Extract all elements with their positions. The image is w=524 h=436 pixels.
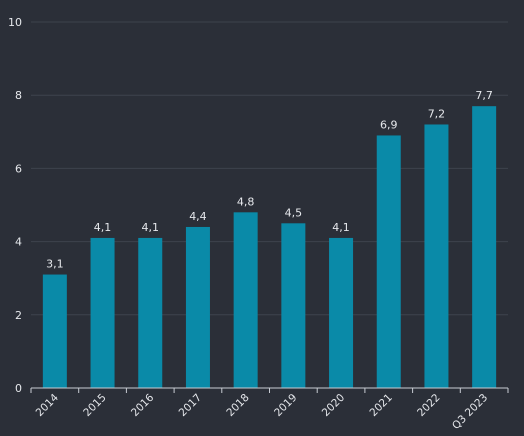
bar[interactable]	[281, 223, 306, 388]
data-label: 4,1	[142, 221, 160, 234]
bar[interactable]	[138, 237, 163, 388]
bar[interactable]	[90, 237, 115, 388]
bar[interactable]	[472, 106, 497, 389]
x-axis-ticks: 2014 2015 2016 2017 2018 2019 2020 2021 2022 Q3 2…	[34, 391, 491, 432]
y-tick-label: 10	[8, 16, 22, 29]
y-tick-label: 8	[15, 89, 22, 102]
bar[interactable]	[329, 237, 354, 388]
data-label: 3,1	[46, 258, 64, 271]
data-label: 4,8	[237, 195, 255, 208]
bar[interactable]	[424, 124, 449, 388]
x-tick-label: 2021	[367, 392, 394, 419]
x-tick-label: Q3 2023	[450, 392, 490, 432]
y-tick-label: 4	[15, 236, 22, 249]
data-label: 7,7	[475, 89, 493, 102]
data-label: 6,9	[380, 118, 398, 131]
data-label: 7,2	[428, 107, 446, 120]
x-tick-label: 2014	[34, 391, 62, 419]
x-tick-label: 2020	[320, 392, 347, 419]
y-tick-label: 6	[15, 162, 22, 175]
x-tick-label: 2019	[272, 392, 299, 419]
bar[interactable]	[233, 212, 258, 388]
x-tick-label: 2022	[415, 392, 442, 419]
x-tick-label: 2018	[224, 392, 251, 419]
bar[interactable]	[42, 274, 67, 388]
x-tick-label: 2017	[177, 392, 204, 419]
data-label: 4,4	[189, 210, 207, 223]
bar[interactable]	[376, 135, 401, 388]
data-labels: 3,1 4,1 4,1 4,4 4,8 4,5 4,1 6,9 7,2 7,7	[46, 89, 493, 270]
bars	[42, 106, 497, 389]
bar[interactable]	[185, 226, 210, 388]
data-label: 4,1	[332, 221, 350, 234]
x-tick-label: 2016	[129, 391, 157, 419]
x-tick-label: 2015	[81, 392, 108, 419]
y-tick-label: 0	[15, 382, 22, 395]
data-label: 4,1	[94, 221, 112, 234]
data-label: 4,5	[285, 206, 303, 219]
y-tick-label: 2	[15, 309, 22, 322]
x-axis	[30, 387, 509, 393]
y-axis-ticks: 0 2 4 6 8 10	[8, 16, 22, 395]
